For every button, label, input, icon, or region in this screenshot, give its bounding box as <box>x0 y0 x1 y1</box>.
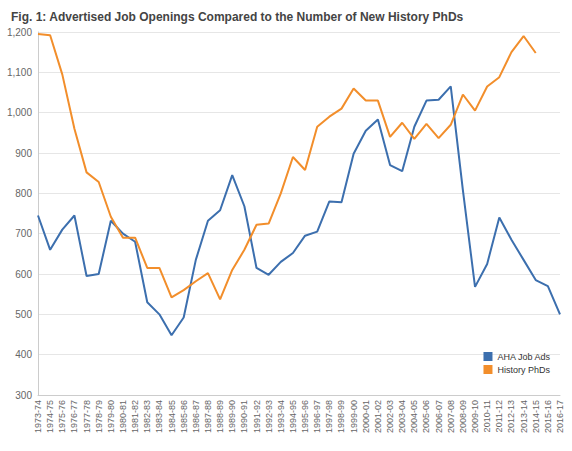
svg-text:1985-86: 1985-86 <box>179 400 189 433</box>
svg-text:2004-05: 2004-05 <box>409 400 419 433</box>
svg-text:2009-10: 2009-10 <box>470 400 480 433</box>
svg-text:History PhDs: History PhDs <box>497 365 550 375</box>
svg-text:AHA Job Ads: AHA Job Ads <box>497 352 550 362</box>
svg-text:2007-08: 2007-08 <box>446 400 456 433</box>
svg-text:1974-75: 1974-75 <box>45 400 55 433</box>
svg-text:1980-81: 1980-81 <box>118 400 128 433</box>
svg-text:2000-01: 2000-01 <box>361 400 371 433</box>
svg-text:400: 400 <box>15 349 32 360</box>
svg-text:1984-85: 1984-85 <box>167 400 177 433</box>
svg-text:1,100: 1,100 <box>7 67 32 78</box>
svg-text:600: 600 <box>15 269 32 280</box>
svg-text:2005-06: 2005-06 <box>421 400 431 433</box>
svg-text:2013-14: 2013-14 <box>519 400 529 433</box>
svg-text:2006-07: 2006-07 <box>434 400 444 433</box>
svg-text:1994-95: 1994-95 <box>288 400 298 433</box>
svg-text:900: 900 <box>15 148 32 159</box>
svg-text:Fig. 1: Advertised Job Opening: Fig. 1: Advertised Job Openings Compared… <box>11 10 464 24</box>
svg-text:2001-02: 2001-02 <box>373 400 383 433</box>
svg-text:2016-17: 2016-17 <box>555 400 565 433</box>
svg-text:1991-92: 1991-92 <box>252 400 262 433</box>
svg-text:1,200: 1,200 <box>7 27 32 38</box>
svg-text:300: 300 <box>15 390 32 401</box>
svg-text:1975-76: 1975-76 <box>57 400 67 433</box>
svg-text:1999-00: 1999-00 <box>349 400 359 433</box>
svg-text:1981-82: 1981-82 <box>130 400 140 433</box>
svg-text:1976-77: 1976-77 <box>69 400 79 433</box>
svg-text:2012-13: 2012-13 <box>506 400 516 433</box>
svg-text:700: 700 <box>15 228 32 239</box>
svg-text:1978-79: 1978-79 <box>94 400 104 433</box>
svg-text:2011-12: 2011-12 <box>494 400 504 432</box>
svg-text:2003-04: 2003-04 <box>397 400 407 433</box>
svg-text:1990-91: 1990-91 <box>239 400 249 433</box>
svg-text:1996-97: 1996-97 <box>312 400 322 433</box>
svg-text:2002-03: 2002-03 <box>385 400 395 433</box>
svg-text:1982-83: 1982-83 <box>142 400 152 433</box>
svg-text:1986-87: 1986-87 <box>191 400 201 433</box>
svg-text:1995-96: 1995-96 <box>300 400 310 433</box>
svg-text:1997-98: 1997-98 <box>324 400 334 433</box>
svg-text:1979-80: 1979-80 <box>106 400 116 433</box>
svg-text:2008-09: 2008-09 <box>458 400 468 433</box>
svg-text:2015-16: 2015-16 <box>543 400 553 433</box>
svg-text:2010-11: 2010-11 <box>482 400 492 432</box>
svg-text:1973-74: 1973-74 <box>33 400 43 433</box>
svg-text:1983-84: 1983-84 <box>154 400 164 433</box>
svg-text:1998-99: 1998-99 <box>336 400 346 433</box>
svg-text:1,000: 1,000 <box>7 107 32 118</box>
svg-text:1992-93: 1992-93 <box>264 400 274 433</box>
svg-text:1977-78: 1977-78 <box>82 400 92 433</box>
svg-text:500: 500 <box>15 309 32 320</box>
svg-text:1987-88: 1987-88 <box>203 400 213 433</box>
svg-text:800: 800 <box>15 188 32 199</box>
svg-text:2014-15: 2014-15 <box>531 400 541 433</box>
svg-text:1989-90: 1989-90 <box>227 400 237 433</box>
svg-text:1993-94: 1993-94 <box>276 400 286 433</box>
svg-text:1988-89: 1988-89 <box>215 400 225 433</box>
